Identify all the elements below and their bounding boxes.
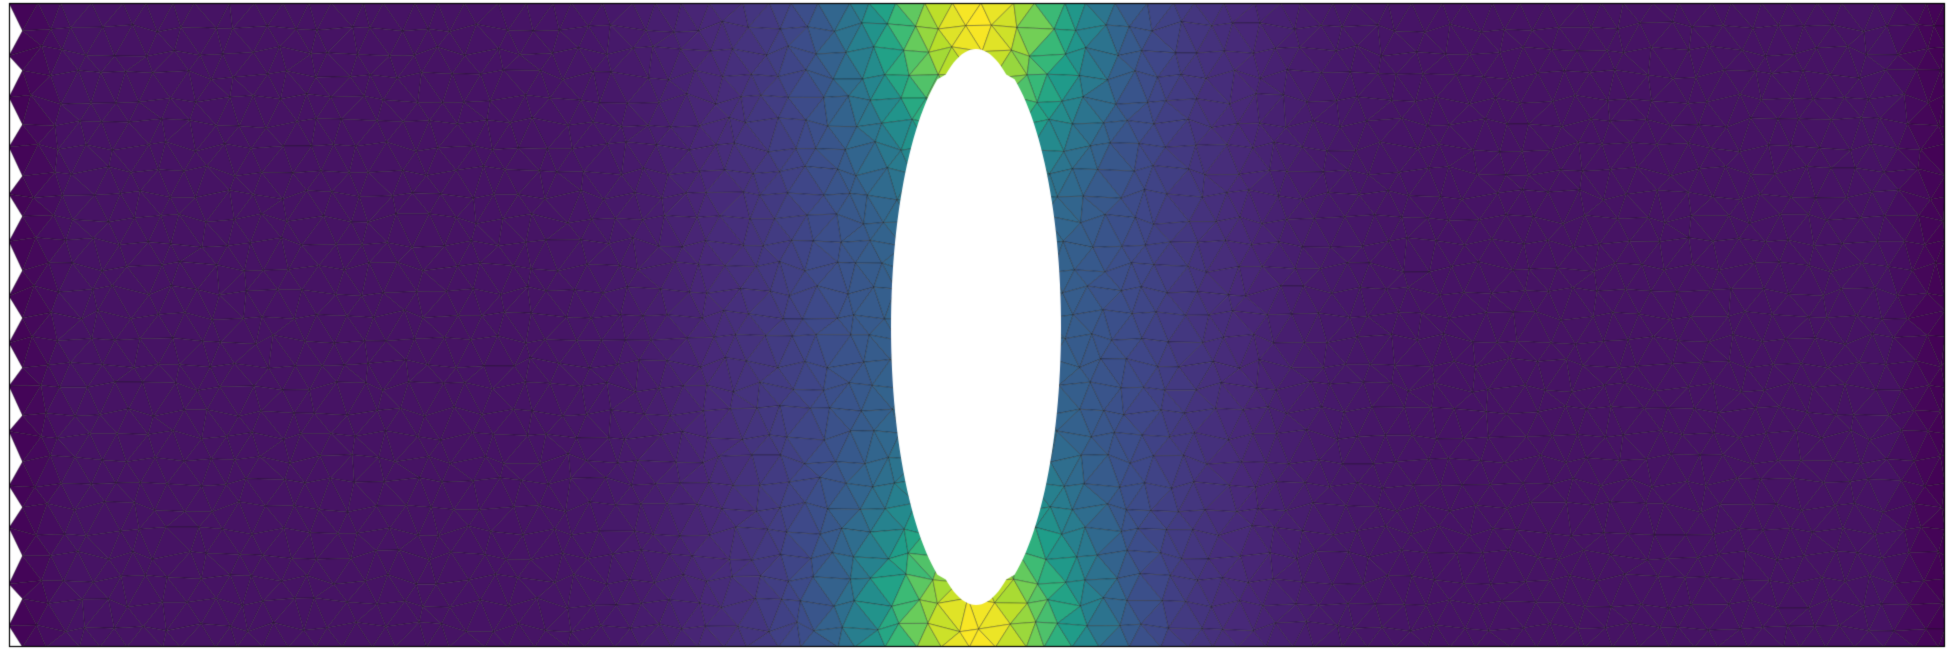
triangular-mesh-field-plot[interactable] — [0, 0, 1952, 650]
mesh-viewport[interactable] — [0, 0, 1952, 650]
